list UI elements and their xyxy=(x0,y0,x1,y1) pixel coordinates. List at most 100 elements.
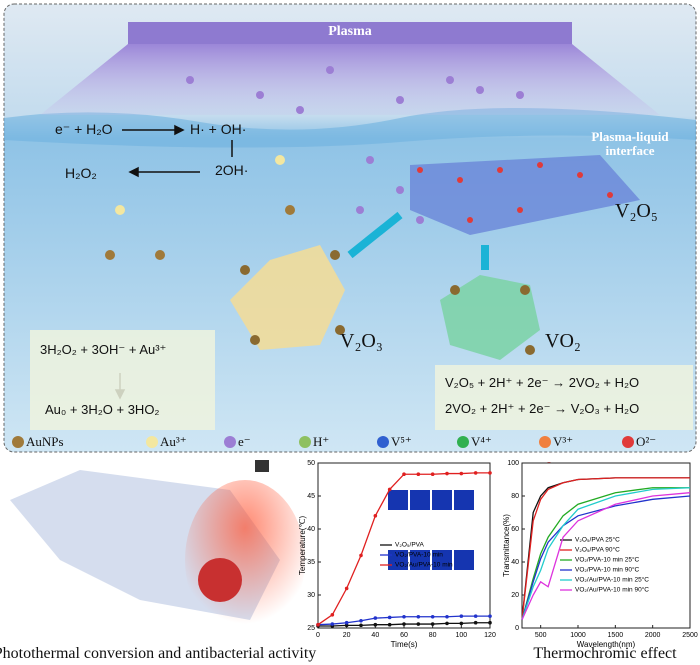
x-tick-label: 2500 xyxy=(682,632,698,639)
point xyxy=(359,618,363,623)
equation: V₂O₅ + 2H⁺ + 2e⁻ → 2VO₂ + H₂O xyxy=(445,375,640,390)
point xyxy=(373,514,378,518)
point xyxy=(459,614,464,618)
equation: Au₀ + 3H₂O + 3HO₂ xyxy=(45,402,160,417)
series-line xyxy=(521,487,690,620)
v2o3-crystal xyxy=(230,245,345,350)
plasma-bar xyxy=(128,22,572,44)
heatmap-inset xyxy=(410,490,430,510)
y-tick-label: 35 xyxy=(307,559,315,566)
x-tick-label: 20 xyxy=(343,632,351,639)
water-surface xyxy=(4,107,696,148)
v2o5-crystal xyxy=(410,155,640,235)
heatmap-inset xyxy=(388,490,408,510)
legend-label: V₂O₅/PVA 25°C xyxy=(575,536,620,544)
plasma-glow xyxy=(40,44,660,115)
point xyxy=(316,622,320,627)
y-tick-label: 30 xyxy=(307,592,315,599)
x-tick-label: 80 xyxy=(429,632,437,639)
point xyxy=(359,623,363,628)
laser-glow xyxy=(185,480,305,640)
gold-equation-box xyxy=(30,330,215,430)
reaction-text: 2OH· xyxy=(215,162,249,178)
point xyxy=(402,614,406,619)
y-tick-label: 0 xyxy=(515,625,519,632)
point xyxy=(445,614,449,619)
series-line xyxy=(521,487,691,620)
y-tick-label: 60 xyxy=(511,526,519,533)
plasma-label: Plasma xyxy=(328,24,372,39)
y-tick-label: 25 xyxy=(307,625,315,632)
point xyxy=(473,620,478,625)
point xyxy=(488,471,492,475)
point xyxy=(344,586,349,591)
y-tick-label: 50 xyxy=(307,460,315,467)
point xyxy=(387,487,392,492)
point xyxy=(430,472,435,477)
point xyxy=(330,622,335,626)
y-axis-label: Transmittance(%) xyxy=(502,514,511,577)
heatmap-inset xyxy=(410,550,430,570)
point xyxy=(430,614,435,619)
point xyxy=(416,614,421,619)
reaction-text: H₂O₂ xyxy=(65,165,97,181)
point xyxy=(387,622,392,627)
y-tick-label: 40 xyxy=(511,559,519,566)
heatmap-inset xyxy=(388,550,408,570)
x-tick-label: 1000 xyxy=(570,632,586,639)
compound-label: VO₂ xyxy=(545,330,581,352)
point xyxy=(488,620,492,625)
x-tick-label: 120 xyxy=(484,632,496,639)
y-tick-label: 40 xyxy=(307,526,315,533)
x-tick-label: 500 xyxy=(535,632,547,639)
compound-label: V₂O₅ xyxy=(615,200,658,222)
laser xyxy=(255,460,269,472)
x-tick-label: 40 xyxy=(371,632,379,639)
point xyxy=(359,553,363,558)
series-line xyxy=(521,492,691,621)
heatmap-inset xyxy=(454,550,474,570)
caption: Photothermal conversion and antibacteria… xyxy=(0,645,317,662)
legend-label: VO₂/Au/PVA-10 min 25°C xyxy=(575,576,649,584)
y-tick-label: 20 xyxy=(511,592,519,599)
legend-label: H⁺ xyxy=(313,434,330,449)
point xyxy=(445,471,449,476)
y-axis-label: Temperature(℃) xyxy=(298,516,307,576)
point xyxy=(344,623,349,628)
point xyxy=(416,472,421,477)
legend-label: V₂O₅/PVA 90°C xyxy=(575,546,620,554)
point xyxy=(473,614,478,618)
point xyxy=(373,616,378,620)
gold-particles xyxy=(105,155,295,260)
bacterium xyxy=(198,558,242,602)
legend-label: VO₂/Au/PVA-10 min xyxy=(395,562,453,569)
point xyxy=(430,622,435,626)
legend-label: V⁵⁺ xyxy=(391,434,412,449)
x-tick-label: 100 xyxy=(455,632,467,639)
x-tick-label: 0 xyxy=(316,632,320,639)
legend-label: e⁻ xyxy=(238,434,251,449)
x-tick-label: 60 xyxy=(400,632,408,639)
legend-label: V₂O₅/PVA xyxy=(395,542,425,549)
vanadium-equation-box xyxy=(435,365,693,430)
heatmap-inset xyxy=(454,490,474,510)
legend-label: VO₂/PVA-10 min 25°C xyxy=(575,556,640,564)
legend-dots xyxy=(12,436,634,448)
legend-label: AuNPs xyxy=(26,434,64,449)
vo2-crystal xyxy=(440,275,540,360)
legend-label: VO₂/PVA-10 min 90°C xyxy=(575,566,640,574)
series-line xyxy=(521,477,690,620)
point xyxy=(488,614,492,618)
conversion-arrows xyxy=(347,211,489,270)
x-axis-label: Time(s) xyxy=(391,640,418,649)
legend-label: V³⁺ xyxy=(553,434,574,449)
point xyxy=(402,472,406,477)
legend-label: VO₂/Au/PVA-10 min 90°C xyxy=(575,586,649,594)
point xyxy=(445,621,449,626)
y-tick-label: 100 xyxy=(507,460,519,467)
point xyxy=(402,622,406,626)
point xyxy=(330,613,335,617)
y-tick-label: 80 xyxy=(511,493,519,500)
compound-label: V₂O₃ xyxy=(340,330,383,352)
